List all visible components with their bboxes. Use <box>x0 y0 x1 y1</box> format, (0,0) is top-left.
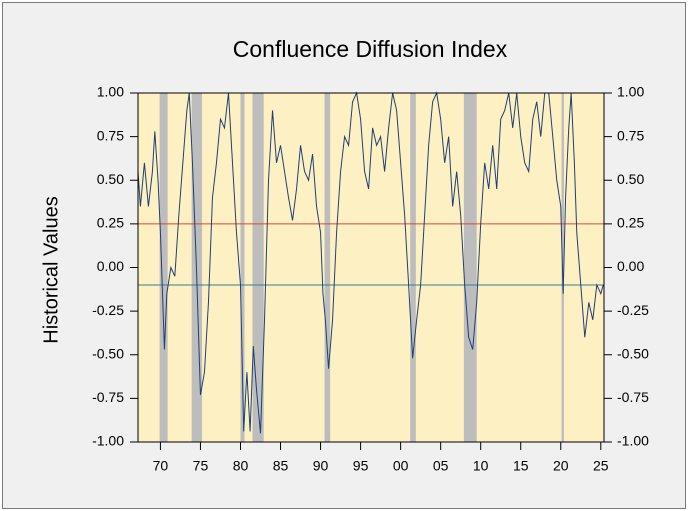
x-tick-label: 00 <box>393 458 409 474</box>
y-tick-label: 0.00 <box>97 258 124 274</box>
y-tick-label: 0.75 <box>97 127 124 143</box>
y-tick-label: -0.25 <box>92 302 124 318</box>
shaded-period <box>410 93 416 442</box>
x-tick-label: 10 <box>473 458 489 474</box>
shaded-period <box>240 93 245 442</box>
x-tick-label: 75 <box>193 458 209 474</box>
y-axis-label: Historical Values <box>40 196 62 343</box>
x-tick-label: 90 <box>313 458 329 474</box>
x-tick-label: 95 <box>353 458 369 474</box>
y2-tick-label: -0.25 <box>617 302 649 318</box>
y-tick-label: -0.50 <box>92 345 124 361</box>
x-tick-label: 25 <box>593 458 609 474</box>
y2-tick-label: -1.00 <box>617 433 649 449</box>
y2-tick-label: 0.50 <box>617 171 644 187</box>
shaded-period <box>252 93 264 442</box>
y2-tick-label: -0.75 <box>617 389 649 405</box>
x-tick-label: 85 <box>273 458 289 474</box>
y-tick-label: 0.50 <box>97 171 124 187</box>
x-tick-label: 70 <box>153 458 169 474</box>
y2-tick-label: 0.00 <box>617 258 644 274</box>
x-tick-label: 20 <box>553 458 569 474</box>
x-tick-label: 15 <box>513 458 529 474</box>
shaded-period <box>159 93 168 442</box>
x-tick-label: 05 <box>433 458 449 474</box>
shaded-period <box>463 93 477 442</box>
y2-tick-label: 0.25 <box>617 215 644 231</box>
chart-title: Confluence Diffusion Index <box>233 36 508 62</box>
y-tick-label: 0.25 <box>97 215 124 231</box>
y2-tick-label: 1.00 <box>617 84 644 100</box>
shaded-period <box>324 93 331 442</box>
y-tick-label: -1.00 <box>92 433 124 449</box>
y-tick-label: 1.00 <box>97 84 124 100</box>
y-tick-label: -0.75 <box>92 389 124 405</box>
y2-tick-label: -0.50 <box>617 345 649 361</box>
data-line <box>137 91 604 434</box>
x-tick-label: 80 <box>233 458 249 474</box>
y2-tick-label: 0.75 <box>617 127 644 143</box>
